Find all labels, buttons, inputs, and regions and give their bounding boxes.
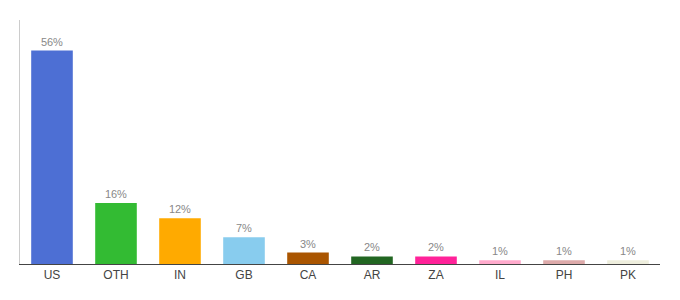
svg-text:US: US	[44, 268, 61, 282]
svg-text:1%: 1%	[620, 245, 636, 257]
svg-text:56%: 56%	[41, 36, 63, 48]
svg-text:16%: 16%	[105, 188, 127, 200]
svg-text:CA: CA	[300, 268, 317, 282]
svg-text:2%: 2%	[428, 241, 444, 253]
svg-text:ZA: ZA	[428, 268, 443, 282]
svg-text:PK: PK	[620, 268, 636, 282]
svg-text:IN: IN	[174, 268, 186, 282]
svg-text:7%: 7%	[236, 222, 252, 234]
svg-text:IL: IL	[495, 268, 505, 282]
svg-text:3%: 3%	[300, 238, 316, 250]
svg-text:GB: GB	[235, 268, 252, 282]
svg-text:PH: PH	[556, 268, 573, 282]
svg-text:12%: 12%	[169, 203, 191, 215]
svg-text:AR: AR	[364, 268, 381, 282]
svg-text:OTH: OTH	[103, 268, 128, 282]
svg-text:1%: 1%	[492, 245, 508, 257]
svg-text:1%: 1%	[556, 245, 572, 257]
svg-text:2%: 2%	[364, 241, 380, 253]
